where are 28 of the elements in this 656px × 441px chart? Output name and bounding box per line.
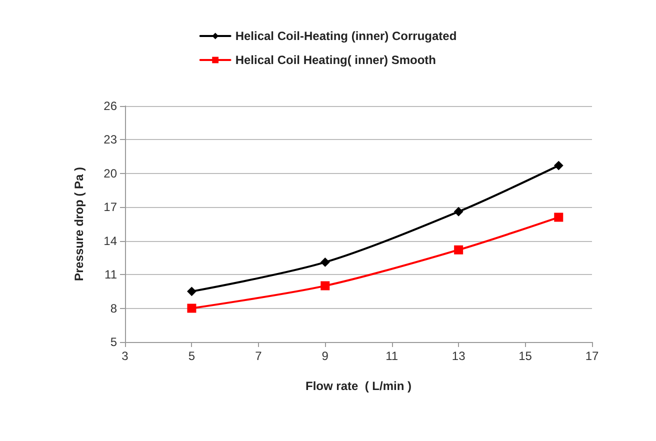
y-tick-label: 26 (104, 99, 118, 113)
y-tick-label: 14 (104, 234, 118, 248)
point (554, 212, 564, 222)
y-tick-label: 20 (104, 166, 118, 180)
x-tick-label: 5 (188, 349, 196, 363)
x-tick-label: 15 (518, 349, 532, 363)
point (187, 304, 196, 313)
x-tick-label: 13 (452, 349, 466, 363)
point (187, 286, 196, 296)
y-tick-label: 17 (104, 200, 118, 214)
y-tick-label: 8 (110, 301, 118, 316)
point (454, 207, 464, 216)
x-axis-title: Flow rate ( L/min ) (305, 379, 412, 393)
point (454, 245, 464, 254)
point (320, 281, 330, 290)
legend-label: Helical Coil Heating( inner) Smooth (235, 53, 436, 67)
y-axis-title: Pressure drop ( Pa ) (72, 166, 86, 282)
x-tick-label: 7 (255, 349, 262, 363)
y-tick-label: 11 (104, 268, 118, 282)
point (554, 161, 564, 170)
x-tick-label: 3 (122, 349, 129, 363)
legend-label: Helical Coil-Heating (inner) Corrugated (235, 29, 457, 43)
x-tick-label: 11 (386, 349, 398, 363)
y-tick-label: 23 (104, 132, 118, 147)
x-tick-label: 9 (322, 349, 329, 363)
x-tick-label: 17 (585, 349, 599, 363)
y-tick-label: 5 (110, 335, 118, 349)
point (320, 258, 330, 267)
